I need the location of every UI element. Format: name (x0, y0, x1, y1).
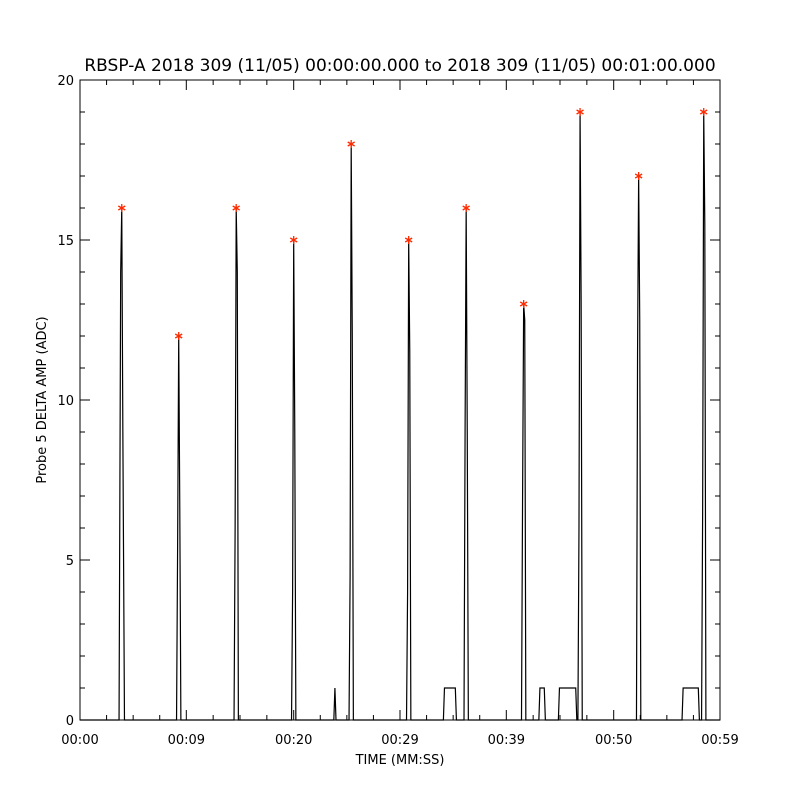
x-tick-label: 00:50 (595, 733, 632, 748)
x-tick-label: 00:59 (701, 733, 738, 748)
y-axis-label: Probe 5 DELTA AMP (ADC) (35, 316, 50, 483)
peak-marker (347, 140, 355, 148)
y-axis-tick-labels: 0 5 10 15 20 (57, 74, 74, 729)
y-tick-label: 20 (57, 74, 74, 89)
peak-marker (699, 108, 708, 116)
peak-marker (404, 236, 413, 244)
x-tick-label: 00:39 (488, 733, 525, 748)
x-axis-tick-labels: 00:00 00:09 00:20 00:29 00:39 00:50 00:59 (61, 733, 738, 748)
x-tick-label: 00:20 (275, 733, 312, 748)
peak-marker (634, 172, 643, 180)
plot-frame (79, 79, 721, 721)
y-tick-label: 15 (57, 234, 74, 249)
peak-marker (232, 204, 241, 212)
x-axis-label: TIME (MM:SS) (355, 753, 445, 768)
peak-marker (174, 332, 183, 340)
y-tick-label: 10 (57, 394, 74, 409)
chart-title: RBSP-A 2018 309 (11/05) 00:00:00.000 to … (84, 56, 715, 76)
x-tick-label: 00:09 (168, 733, 205, 748)
series-line-group (80, 111, 720, 721)
peak-marker (462, 204, 470, 212)
y-tick-label: 5 (66, 554, 74, 569)
peak-marker (117, 204, 126, 212)
series-line (80, 111, 720, 721)
x-tick-label: 00:00 (61, 733, 98, 748)
x-axis-ticks (79, 80, 721, 720)
y-tick-label: 0 (66, 714, 74, 729)
x-tick-label: 00:29 (381, 733, 418, 748)
peak-marker (289, 236, 298, 244)
y-axis-ticks (80, 79, 720, 721)
peak-markers (117, 108, 708, 340)
peak-marker (576, 108, 584, 116)
peak-marker (519, 300, 528, 308)
